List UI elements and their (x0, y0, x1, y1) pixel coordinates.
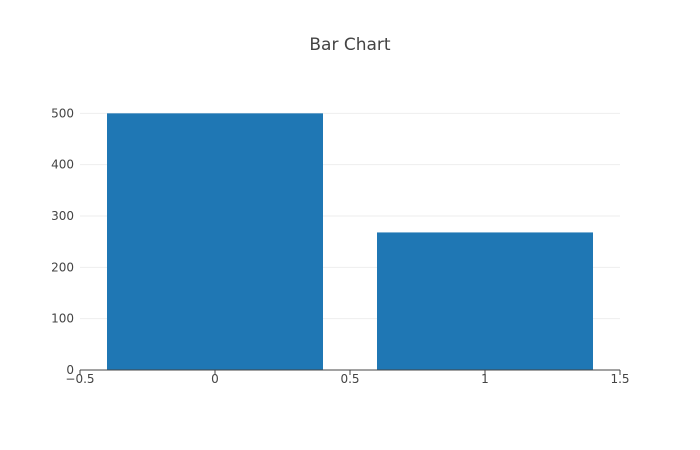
y-tick-label: 200 (51, 260, 74, 274)
y-tick-label: 100 (51, 312, 74, 326)
x-tick-label: 1 (481, 372, 489, 386)
bar[interactable] (377, 232, 593, 370)
x-tick-label: 0 (211, 372, 219, 386)
chart-title: Bar Chart (309, 35, 391, 55)
x-tick-label: 1.5 (610, 372, 629, 386)
bar[interactable] (107, 113, 323, 370)
y-tick-label: 0 (66, 363, 74, 377)
x-axis-ticks: −0.5 0 0.5 1 1.5 (65, 370, 630, 386)
y-tick-label: 500 (51, 106, 74, 120)
x-tick-label: 0.5 (340, 372, 359, 386)
x-tick-label: −0.5 (65, 372, 94, 386)
y-tick-label: 400 (51, 158, 74, 172)
bar-series (107, 113, 593, 370)
y-tick-label: 300 (51, 209, 74, 223)
y-axis-ticks: 0 100 200 300 400 500 (51, 106, 74, 377)
